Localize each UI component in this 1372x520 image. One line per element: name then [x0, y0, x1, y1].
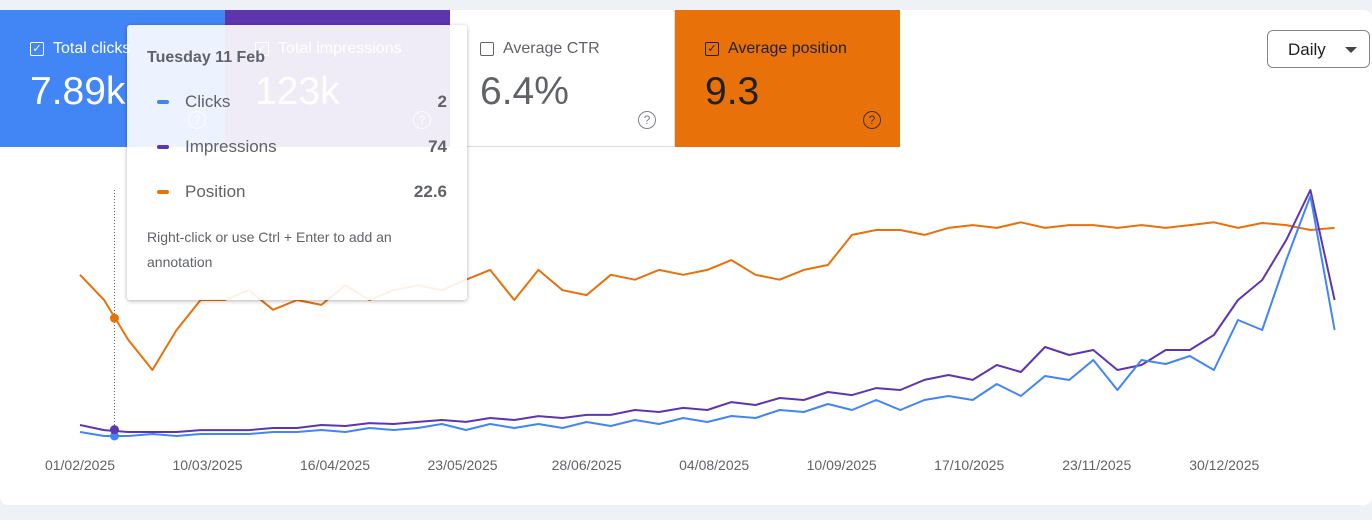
- x-tick-label: 16/04/2025: [300, 457, 370, 473]
- tooltip-series-name: Impressions: [185, 137, 277, 156]
- tooltip-series-name: Position: [185, 182, 246, 201]
- metric-value: 6.4%: [480, 70, 569, 113]
- x-tick-label: 17/10/2025: [934, 457, 1004, 473]
- tooltip: Tuesday 11 Feb Right-click or use Ctrl +…: [127, 25, 467, 300]
- hover-marker: [109, 425, 119, 435]
- help-icon: ?: [638, 111, 656, 129]
- hover-marker: [109, 431, 119, 441]
- metric-tile[interactable]: Average CTR 6.4%?: [450, 10, 675, 147]
- tooltip-value: 2: [437, 92, 447, 111]
- metric-label: Average position: [728, 40, 847, 57]
- metric-label: Total clicks: [53, 40, 131, 57]
- x-tick-label: 10/09/2025: [807, 457, 877, 473]
- x-tick-label: 30/12/2025: [1189, 457, 1259, 473]
- x-tick-label: 10/03/2025: [172, 457, 242, 473]
- tooltip-note: Right-click or use Ctrl + Enter to add a…: [147, 229, 392, 270]
- checkbox: ✓: [30, 42, 44, 56]
- series-line: [79, 189, 1336, 433]
- metric-value: 7.89k: [30, 70, 126, 113]
- metric-label: Average CTR: [503, 40, 600, 57]
- legend-swatch: [157, 100, 169, 104]
- metric-tile[interactable]: ✓ Average position 9.3?: [675, 10, 900, 147]
- tooltip-title: Tuesday 11 Feb: [147, 49, 265, 66]
- x-tick-label: 04/08/2025: [679, 457, 749, 473]
- checkbox: ✓: [705, 42, 719, 56]
- checkbox: [480, 42, 494, 56]
- metric-value: 9.3: [705, 70, 760, 113]
- tooltip-value: 22.6: [413, 182, 447, 201]
- legend-swatch: [157, 190, 169, 194]
- help-icon: ?: [863, 111, 881, 129]
- granularity-dropdown[interactable]: Daily: [1267, 30, 1370, 68]
- series-line: [79, 195, 1336, 437]
- x-tick-label: 23/11/2025: [1062, 457, 1131, 473]
- x-tick-label: 01/02/2025: [45, 457, 115, 473]
- hover-marker: [109, 313, 119, 323]
- series-line: [79, 221, 1335, 371]
- dropdown-arrow: [1345, 47, 1357, 53]
- tooltip-value: 74: [428, 137, 447, 156]
- dropdown-label: Daily: [1288, 40, 1326, 59]
- tooltip-series-name: Clicks: [185, 92, 231, 111]
- x-tick-label: 23/05/2025: [428, 457, 498, 473]
- x-tick-label: 28/06/2025: [552, 457, 622, 473]
- legend-swatch: [157, 145, 169, 149]
